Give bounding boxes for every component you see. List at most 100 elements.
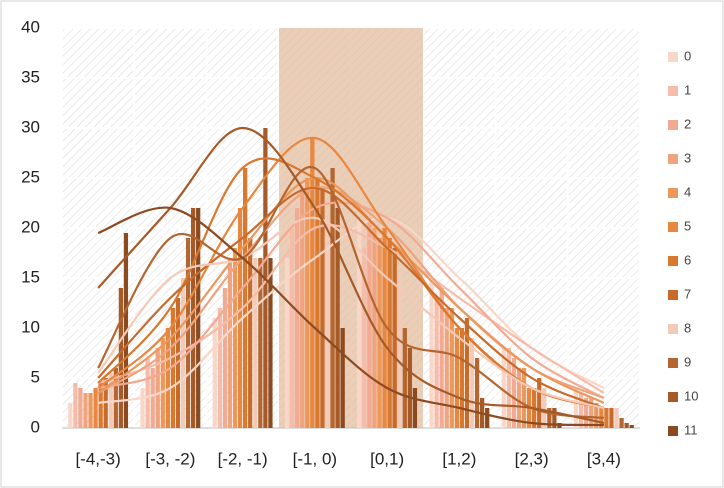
bar — [454, 328, 459, 428]
legend-swatch — [668, 358, 678, 368]
bar — [253, 258, 258, 428]
bar — [624, 423, 629, 428]
bar — [315, 178, 320, 428]
bar — [357, 218, 362, 428]
legend-swatch — [668, 290, 678, 300]
bar — [73, 383, 78, 428]
bar — [108, 373, 113, 428]
bar — [434, 298, 439, 428]
x-tick-label: [-2, -1) — [218, 449, 268, 468]
bar — [501, 348, 506, 428]
bar — [412, 388, 418, 428]
bar — [382, 228, 387, 428]
bar — [377, 238, 382, 428]
bar — [449, 308, 454, 428]
smooth-line — [97, 206, 604, 427]
smooth-line — [97, 186, 605, 410]
bar — [330, 168, 335, 428]
bar — [439, 288, 444, 428]
y-tick-label: 35 — [21, 67, 40, 86]
bar — [485, 408, 490, 428]
bar — [578, 393, 584, 428]
bar — [289, 228, 295, 428]
bar — [469, 338, 475, 428]
legend-swatch — [668, 256, 678, 266]
y-tick-label: 40 — [21, 17, 40, 36]
bar — [243, 168, 248, 428]
bar — [191, 208, 196, 428]
bar — [170, 308, 176, 428]
legend-swatch — [668, 86, 678, 96]
legend-label: 1 — [684, 82, 691, 97]
bar — [584, 398, 589, 428]
bar — [320, 188, 325, 428]
bar — [552, 408, 557, 428]
bar — [310, 138, 315, 428]
bar — [367, 218, 372, 428]
bar — [506, 348, 511, 428]
bar — [407, 348, 413, 428]
legend-label: 10 — [684, 388, 698, 403]
bar — [185, 238, 191, 428]
bar — [511, 358, 517, 428]
bar — [459, 328, 465, 428]
legend-label: 0 — [684, 48, 691, 63]
bar — [140, 388, 145, 428]
bar — [516, 368, 522, 428]
bar — [335, 208, 340, 428]
legend-swatch — [668, 154, 678, 164]
legend-label: 11 — [684, 422, 698, 437]
bar — [397, 278, 402, 428]
bar — [300, 188, 305, 428]
legend-swatch — [668, 426, 678, 436]
smooth-line — [97, 165, 605, 420]
bar — [237, 208, 243, 428]
bar — [305, 178, 310, 428]
bar — [83, 393, 88, 428]
bar — [392, 248, 397, 428]
bar — [78, 388, 83, 428]
smooth-line — [97, 216, 605, 410]
bar — [295, 208, 300, 428]
bar — [88, 393, 93, 428]
bar — [118, 288, 124, 428]
legend-label: 7 — [684, 286, 691, 301]
bar — [325, 218, 330, 428]
bar — [444, 308, 449, 428]
smooth-line — [97, 224, 605, 394]
bar — [68, 403, 73, 428]
bar — [165, 328, 170, 428]
y-tick-label: 20 — [21, 217, 40, 236]
bar — [160, 338, 165, 428]
bar — [589, 398, 594, 428]
bar — [180, 278, 186, 428]
bar — [537, 378, 542, 428]
bar — [464, 318, 470, 428]
bar — [150, 368, 155, 428]
x-tick-label: [-4,-3) — [75, 449, 120, 468]
bar — [362, 248, 367, 428]
bar — [594, 403, 599, 428]
smooth-line — [97, 157, 605, 410]
x-tick-label: [-1, 0) — [293, 449, 337, 468]
bar — [474, 358, 480, 428]
bar — [222, 288, 228, 428]
bar — [113, 368, 118, 428]
bar — [196, 208, 201, 428]
smooth-line — [97, 126, 605, 425]
legend-swatch — [668, 52, 678, 62]
y-tick-label: 15 — [21, 267, 40, 286]
y-tick-label: 0 — [31, 417, 40, 436]
bar — [387, 238, 392, 428]
bar — [212, 318, 217, 428]
y-tick-label: 25 — [21, 167, 40, 186]
x-tick-label: [2,3) — [515, 449, 549, 468]
x-tick-label: [0,1) — [370, 449, 404, 468]
bar — [429, 278, 434, 428]
bar — [629, 425, 634, 428]
legend-label: 8 — [684, 320, 691, 335]
legend-swatch — [668, 392, 678, 402]
bar — [284, 258, 290, 428]
legend-swatch — [668, 120, 678, 130]
bar — [93, 388, 98, 428]
